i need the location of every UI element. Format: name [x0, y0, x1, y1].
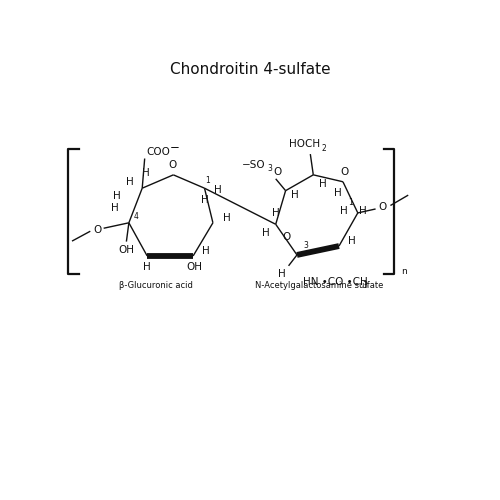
Text: HN •CO •CH: HN •CO •CH [302, 276, 368, 286]
Text: H: H [278, 268, 286, 278]
Text: β-Glucuronic acid: β-Glucuronic acid [119, 281, 193, 290]
Text: COO: COO [146, 146, 171, 156]
Text: H: H [272, 208, 280, 218]
Text: −SO: −SO [242, 160, 266, 170]
Text: H: H [142, 168, 150, 178]
Text: OH: OH [118, 244, 134, 254]
Text: H: H [348, 236, 356, 246]
Text: H: H [126, 178, 134, 188]
Text: 1: 1 [205, 176, 210, 186]
Text: O: O [168, 160, 177, 170]
Text: H: H [359, 206, 366, 216]
Text: O: O [282, 232, 290, 241]
Text: 3: 3 [268, 164, 272, 173]
Text: 4: 4 [134, 212, 138, 222]
Text: OH: OH [186, 262, 202, 272]
Text: 3: 3 [363, 281, 368, 290]
Text: H: H [111, 203, 119, 213]
Text: H: H [112, 191, 120, 201]
Text: H: H [200, 195, 208, 205]
Text: Chondroitin 4-sulfate: Chondroitin 4-sulfate [170, 62, 330, 77]
Text: O: O [341, 168, 349, 177]
Text: H: H [214, 185, 222, 195]
Text: O: O [94, 224, 102, 234]
Text: H: H [223, 213, 230, 223]
Text: H: H [334, 188, 342, 198]
Text: 1: 1 [348, 198, 353, 206]
Text: H: H [340, 206, 348, 216]
Text: O: O [378, 202, 386, 212]
Text: H: H [144, 262, 151, 272]
Text: H: H [202, 246, 210, 256]
Text: n: n [402, 267, 407, 276]
Text: H: H [262, 228, 270, 238]
Text: −: − [170, 140, 179, 153]
Text: H: H [290, 190, 298, 200]
Text: 3: 3 [304, 240, 308, 250]
Text: N-Acetylgalactosamine sulfate: N-Acetylgalactosamine sulfate [255, 281, 384, 290]
Text: O: O [274, 167, 282, 177]
Text: HOCH: HOCH [289, 139, 320, 149]
Text: 2: 2 [322, 144, 326, 152]
Text: H: H [320, 178, 327, 188]
